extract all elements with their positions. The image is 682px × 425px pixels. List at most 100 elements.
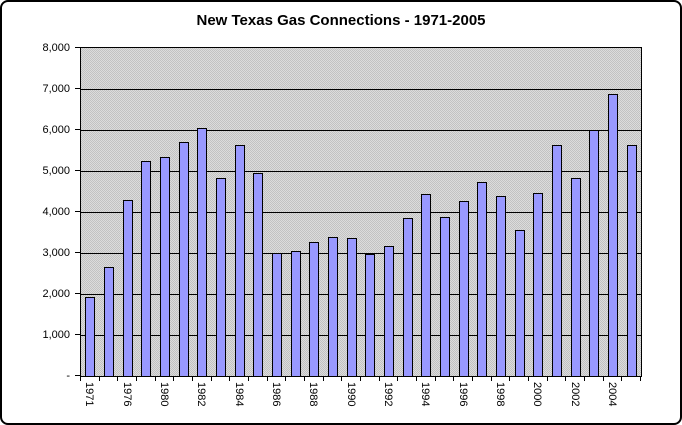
x-axis-label-1980: 1980 xyxy=(158,382,170,407)
bar-1976 xyxy=(123,200,133,376)
x-axis-label-1984: 1984 xyxy=(233,382,245,407)
x-axis-tick xyxy=(99,377,100,381)
bar-idx-9 xyxy=(253,173,263,376)
x-axis-tick xyxy=(453,377,454,381)
x-axis-tick xyxy=(584,377,585,381)
gridline-4000 xyxy=(81,212,641,213)
bar-2002 xyxy=(571,178,581,376)
x-axis-tick xyxy=(267,377,268,381)
bar-idx-13 xyxy=(328,237,338,376)
gridline-5000 xyxy=(81,171,641,172)
x-axis-tick xyxy=(304,377,305,381)
x-axis-label-1990: 1990 xyxy=(345,382,357,407)
bar-idx-5 xyxy=(179,142,189,376)
x-axis-tick xyxy=(229,377,230,381)
x-axis-tick xyxy=(379,377,380,381)
bar-2004 xyxy=(608,94,618,376)
x-axis-label-2004: 2004 xyxy=(606,382,618,407)
x-axis-tick xyxy=(360,377,361,381)
x-axis-tick xyxy=(435,377,436,381)
x-axis-label-2000: 2000 xyxy=(531,382,543,407)
y-axis-label-2000: 2,000 xyxy=(42,288,70,300)
bar-1996 xyxy=(459,201,469,376)
x-axis-tick xyxy=(323,377,324,381)
y-axis-tick xyxy=(75,129,80,130)
x-axis-tick xyxy=(528,377,529,381)
x-axis-tick xyxy=(509,377,510,381)
plot-area xyxy=(80,47,642,377)
x-axis-tick xyxy=(211,377,212,381)
x-axis-label-1976: 1976 xyxy=(121,382,133,407)
bar-1986 xyxy=(272,253,282,376)
gridline-1000 xyxy=(81,335,641,336)
bar-1994 xyxy=(421,194,431,376)
y-axis-label-1000: 1,000 xyxy=(42,329,70,341)
y-axis-tick xyxy=(75,375,80,376)
y-axis-label-6000: 6,000 xyxy=(42,124,70,136)
bar-2000 xyxy=(533,193,543,376)
y-axis-label-4000: 4,000 xyxy=(42,206,70,218)
bar-1971 xyxy=(85,297,95,376)
x-axis-label-1988: 1988 xyxy=(307,382,319,407)
gridline-2000 xyxy=(81,294,641,295)
x-axis-tick xyxy=(155,377,156,381)
y-axis-tick xyxy=(75,334,80,335)
bar-idx-25 xyxy=(552,145,562,376)
bar-1990 xyxy=(347,238,357,376)
x-axis-tick xyxy=(491,377,492,381)
bar-idx-17 xyxy=(403,218,413,376)
x-axis-tick xyxy=(472,377,473,381)
x-axis-tick xyxy=(397,377,398,381)
bar-idx-23 xyxy=(515,230,525,376)
bar-idx-21 xyxy=(477,182,487,376)
x-axis-tick xyxy=(621,377,622,381)
y-axis-label-7000: 7,000 xyxy=(42,83,70,95)
bar-1988 xyxy=(309,242,319,376)
x-axis-tick xyxy=(603,377,604,381)
x-axis-tick xyxy=(136,377,137,381)
y-axis-tick xyxy=(75,47,80,48)
y-axis-tick xyxy=(75,170,80,171)
bar-1982 xyxy=(197,128,207,376)
bar-idx-29 xyxy=(627,145,637,376)
x-axis-tick xyxy=(416,377,417,381)
x-axis-tick xyxy=(173,377,174,381)
x-axis-tick xyxy=(285,377,286,381)
x-axis-label-1992: 1992 xyxy=(382,382,394,407)
x-axis-tick xyxy=(248,377,249,381)
gridline-7000 xyxy=(81,89,641,90)
bar-idx-1 xyxy=(104,267,114,376)
y-axis-tick xyxy=(75,252,80,253)
bar-idx-11 xyxy=(291,251,301,376)
x-axis-label-1996: 1996 xyxy=(457,382,469,407)
y-axis-label-: - xyxy=(66,370,70,382)
x-axis-tick xyxy=(547,377,548,381)
chart-title: New Texas Gas Connections - 1971-2005 xyxy=(196,12,486,29)
bar-1980 xyxy=(160,157,170,376)
x-axis-label-1971: 1971 xyxy=(83,382,95,407)
x-axis-label-1986: 1986 xyxy=(270,382,282,407)
bar-idx-3 xyxy=(141,161,151,376)
y-axis-tick xyxy=(75,293,80,294)
x-axis-tick xyxy=(117,377,118,381)
x-axis-tick xyxy=(192,377,193,381)
gridline-3000 xyxy=(81,253,641,254)
y-axis-label-5000: 5,000 xyxy=(42,165,70,177)
bar-idx-15 xyxy=(365,254,375,376)
x-axis-label-2002: 2002 xyxy=(569,382,581,407)
bar-1992 xyxy=(384,246,394,376)
x-axis-label-1998: 1998 xyxy=(494,382,506,407)
y-axis-label-3000: 3,000 xyxy=(42,247,70,259)
x-axis-label-1994: 1994 xyxy=(419,382,431,407)
x-axis-tick xyxy=(565,377,566,381)
bar-1984 xyxy=(235,145,245,376)
gridline-6000 xyxy=(81,130,641,131)
x-axis-label-1982: 1982 xyxy=(195,382,207,407)
bar-idx-27 xyxy=(589,130,599,376)
y-axis-tick xyxy=(75,88,80,89)
bar-idx-19 xyxy=(440,217,450,376)
x-axis-tick xyxy=(341,377,342,381)
bar-idx-7 xyxy=(216,178,226,376)
bar-1998 xyxy=(496,196,506,376)
